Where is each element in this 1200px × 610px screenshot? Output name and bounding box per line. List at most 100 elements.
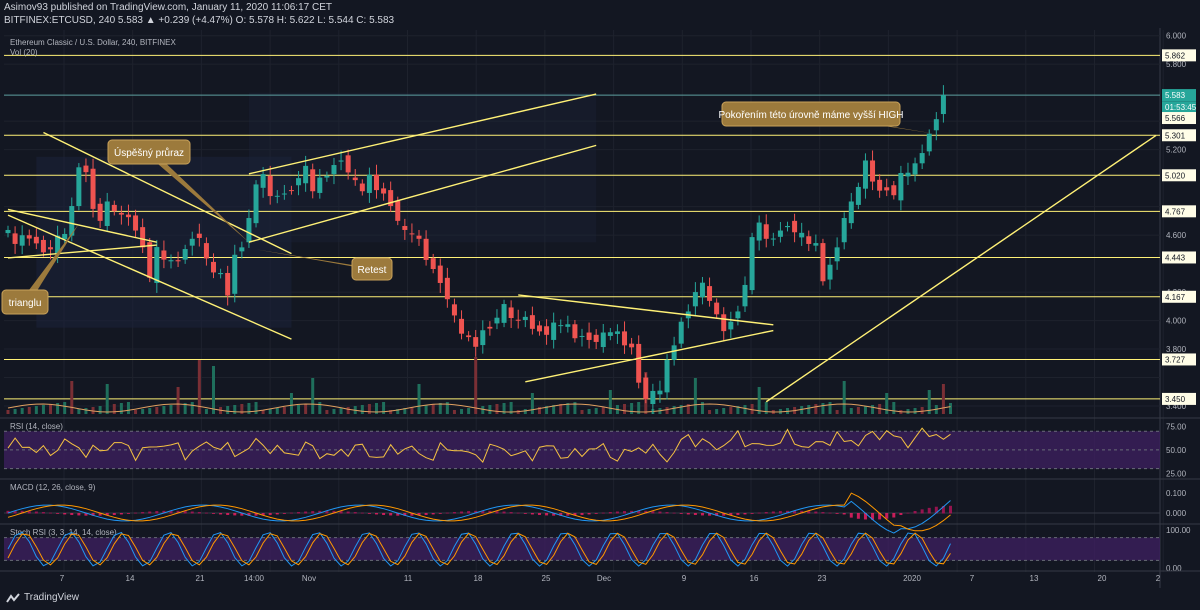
time-tick-label: 21 xyxy=(196,574,205,583)
macd-histogram-bar xyxy=(403,513,407,516)
annotations: Úspěšný průraz Retest trianglu Pokořením té… xyxy=(1,101,937,315)
price-label-text: 4.167 xyxy=(1165,293,1186,302)
annotation-retest-box xyxy=(351,257,393,281)
macd-histogram-bar xyxy=(764,512,768,514)
macd-histogram-bar xyxy=(56,513,60,514)
price-label-text: 5.301 xyxy=(1165,131,1186,140)
macd-histogram-bar xyxy=(289,512,293,514)
volume-bar xyxy=(495,404,499,414)
candle-body xyxy=(324,175,330,178)
annotation-triangle-box xyxy=(1,289,49,315)
candle-body xyxy=(792,220,798,233)
macd-histogram-bar xyxy=(934,506,938,514)
candle-body xyxy=(69,206,75,236)
volume-bar xyxy=(360,405,364,414)
volume-bar xyxy=(686,404,690,414)
candle-body xyxy=(749,237,755,291)
volume-bar xyxy=(452,410,456,414)
candle-body xyxy=(735,311,741,319)
tradingview-logo-text: TradingView xyxy=(24,592,80,603)
macd-histogram-bar xyxy=(332,510,336,514)
price-label-box xyxy=(1162,49,1196,62)
macd-signal-line xyxy=(7,492,951,532)
macd-histogram-bar xyxy=(226,513,230,515)
volume-bar xyxy=(275,408,279,414)
candle-body xyxy=(699,282,705,298)
price-label-text: 5.020 xyxy=(1165,171,1186,180)
channel-lower xyxy=(248,144,597,243)
volume-bar xyxy=(927,390,931,414)
candle-body xyxy=(423,238,429,260)
macd-histogram-bar xyxy=(807,511,811,514)
macd-tick-label: 0.000 xyxy=(1166,509,1187,518)
macd-histogram-bar xyxy=(424,513,428,515)
price-tick-label: 4.600 xyxy=(1166,231,1187,240)
macd-histogram-bar xyxy=(573,513,577,516)
candle-body xyxy=(940,95,946,115)
rsi-tick-label: 75.00 xyxy=(1166,423,1187,432)
channel-upper xyxy=(248,93,597,175)
volume-bar xyxy=(800,406,804,414)
candle-body xyxy=(409,233,415,235)
volume-bar xyxy=(530,393,534,414)
candle-body xyxy=(671,345,677,360)
volume-bar xyxy=(126,402,130,414)
candle-body xyxy=(529,315,535,329)
price-label-box xyxy=(1162,353,1196,366)
macd-histogram-bar xyxy=(849,513,853,518)
time-tick-label: 18 xyxy=(474,574,483,583)
triangle-top xyxy=(43,131,292,255)
ascending-support xyxy=(765,134,1157,403)
macd-histogram-bar xyxy=(105,513,109,516)
macd-histogram-bar xyxy=(204,512,208,514)
macd-histogram-bar xyxy=(786,510,790,514)
volume-bar xyxy=(13,409,17,414)
candle-body xyxy=(572,324,578,339)
volume-bar xyxy=(190,402,194,414)
footer: TradingView xyxy=(0,588,1200,609)
macd-histogram-bar xyxy=(913,511,917,514)
volume-bar xyxy=(892,402,896,414)
macd-histogram-bar xyxy=(608,512,612,514)
macd-histogram-bar xyxy=(240,513,244,516)
candle-body xyxy=(388,190,394,207)
price-tick-label: 5.200 xyxy=(1166,146,1187,155)
candle-body xyxy=(338,160,344,162)
candle-body xyxy=(154,247,160,283)
stoch-tick-label: 100.00 xyxy=(1166,526,1191,535)
macd-histogram-bar xyxy=(254,513,258,516)
volume-bar xyxy=(467,408,471,414)
candle-body xyxy=(636,343,642,383)
macd-histogram-bar xyxy=(814,511,818,514)
volume-bar xyxy=(240,404,244,414)
macd-histogram-bar xyxy=(715,513,719,516)
volume-bar xyxy=(828,402,832,414)
volume-bar xyxy=(587,409,591,414)
candle-body xyxy=(48,247,54,250)
lower-wedge xyxy=(525,329,774,383)
price-tick-label: 5.800 xyxy=(1166,60,1187,69)
macd-histogram-bar xyxy=(410,513,414,516)
macd-histogram-bar xyxy=(91,513,95,516)
volume-bar xyxy=(282,407,286,414)
macd-histogram-bar xyxy=(84,513,88,516)
macd-histogram-bar xyxy=(183,511,187,514)
price-tick-label: 3.800 xyxy=(1166,345,1187,354)
volume-bar xyxy=(56,403,60,414)
candle-body xyxy=(253,184,259,224)
macd-panel-title: MACD (12, 26, close, 9) xyxy=(10,483,96,492)
volume-bar xyxy=(176,387,180,414)
volume-bar xyxy=(141,409,145,414)
volume-bar xyxy=(254,402,258,414)
volume-bar xyxy=(573,402,577,414)
macd-histogram-bar xyxy=(212,513,216,514)
candle-body xyxy=(933,119,939,131)
volume-bar xyxy=(679,405,683,414)
macd-histogram-bar xyxy=(899,513,903,515)
rsi-panel-title: RSI (14, close) xyxy=(10,422,63,431)
candle-body xyxy=(692,292,698,307)
macd-histogram-bar xyxy=(27,511,31,514)
candle-body xyxy=(664,359,670,393)
macd-histogram-bar xyxy=(771,511,775,514)
